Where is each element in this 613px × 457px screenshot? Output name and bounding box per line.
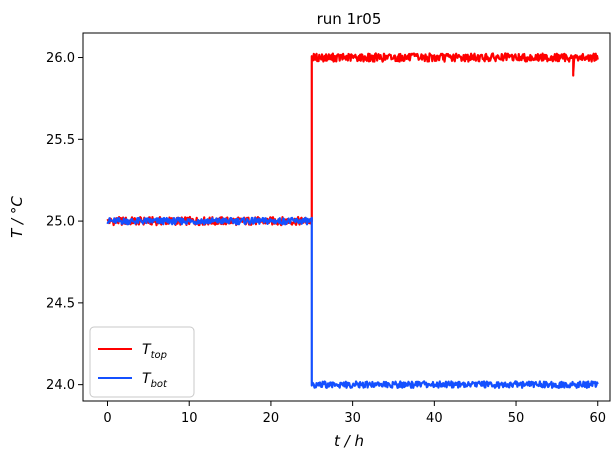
legend-label: Tbot [142,371,168,390]
legend-box [89,326,195,398]
series-T_top [106,52,599,227]
y-tick-label: 24.0 [46,378,75,393]
legend-label: Ttop [142,342,167,361]
y-tick-label: 26.0 [46,51,75,66]
x-tick-label: 0 [103,411,111,426]
y-axis-label: T / °C [8,196,26,238]
x-tick-label: 10 [181,411,198,426]
series-line-T_bot [106,216,599,389]
y-tick-label: 25.5 [46,133,75,148]
x-tick-label: 20 [263,411,280,426]
x-tick-label: 60 [589,411,606,426]
plot-frame [82,32,611,402]
plot-area [106,52,599,389]
x-tick-label: 50 [508,411,525,426]
chart-title: run 1r05 [317,10,382,28]
y-tick-label: 24.5 [46,296,75,311]
series-line-T_top [106,52,599,227]
y-axis: 24.0 24.5 25.0 25.5 26.0 [46,51,83,393]
y-tick-label: 25.0 [46,215,75,230]
x-tick-label: 40 [426,411,443,426]
x-tick-label: 30 [344,411,361,426]
series-T_bot [106,216,599,389]
legend: Ttop Tbot [89,326,195,398]
x-axis-label: t / h [334,432,364,450]
x-axis: 0 10 20 30 40 50 60 [103,401,606,426]
